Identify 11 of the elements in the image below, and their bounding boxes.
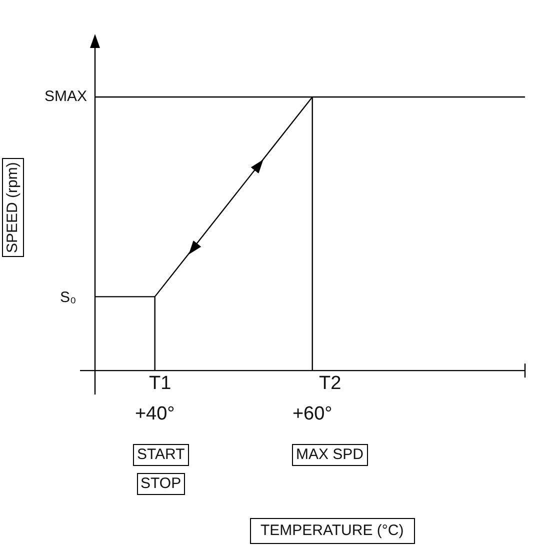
x-tick-label: +60° <box>292 404 332 425</box>
text: S₀ <box>60 288 76 306</box>
text: MAX SPD <box>292 444 368 466</box>
text: START <box>133 444 189 466</box>
text: SMAX <box>44 88 88 104</box>
text: TEMPERATURE (°C) <box>250 518 415 544</box>
x-tick-label: +40° <box>134 404 175 425</box>
text: T2 <box>319 373 342 395</box>
text: STOP <box>136 473 186 495</box>
y-axis-title: SPEED (rpm) <box>2 158 24 258</box>
text: T1 <box>149 373 172 395</box>
